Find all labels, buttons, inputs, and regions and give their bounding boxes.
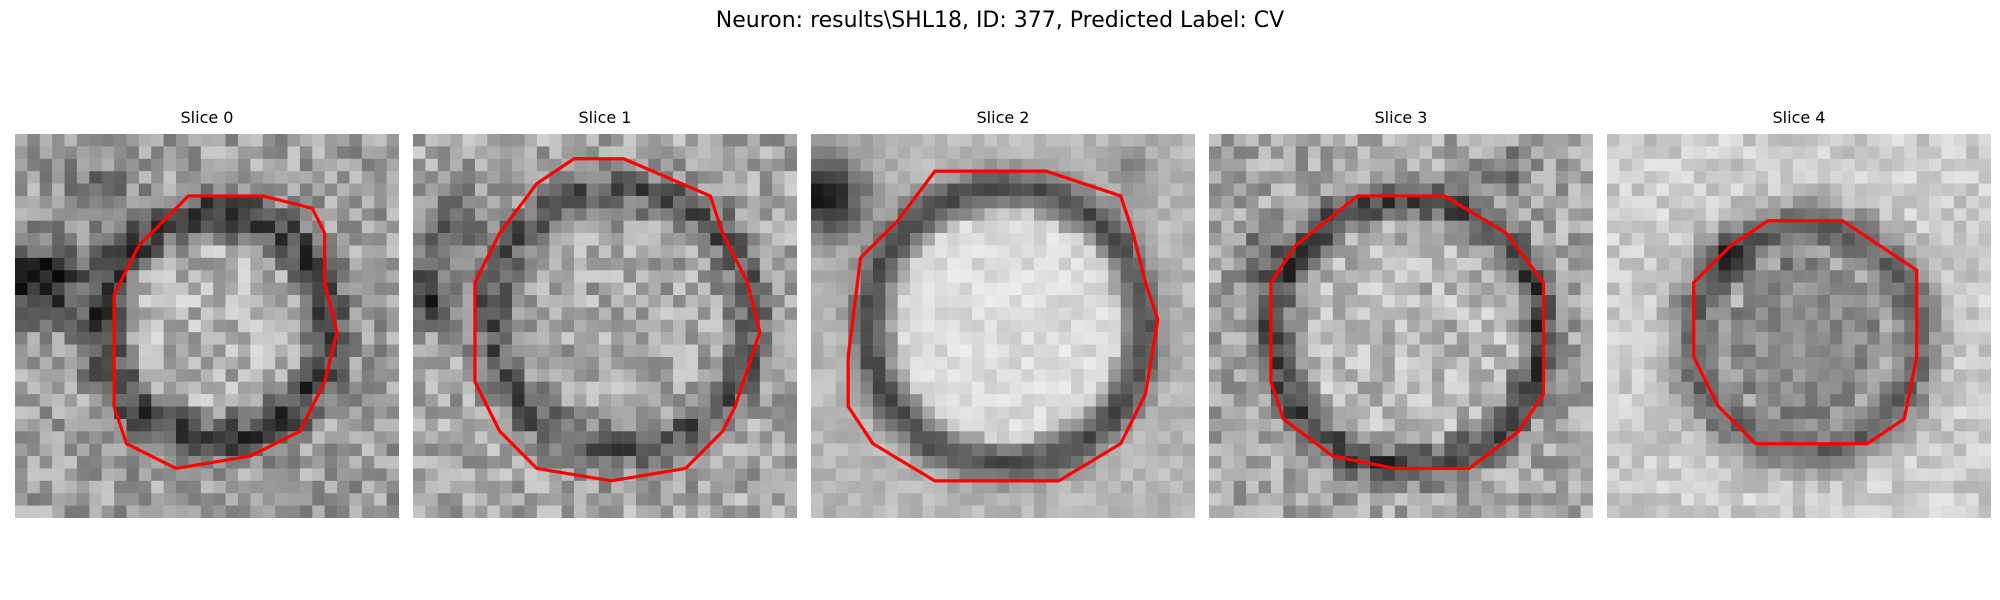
slice-0-neuron-outline <box>112 194 339 471</box>
figure-title: Neuron: results\SHL18, ID: 377, Predicte… <box>715 8 1285 33</box>
slice-2-title: Slice 2 <box>976 108 1030 127</box>
slice-2-image <box>811 134 1195 518</box>
slice-0-image <box>15 134 399 518</box>
slice-0-title: Slice 0 <box>180 108 234 127</box>
slice-3-image <box>1209 134 1593 518</box>
slice-3-pixels <box>1209 134 1593 518</box>
slice-0-pixels <box>15 134 399 518</box>
slice-3-neuron-outline <box>1269 194 1546 471</box>
slice-2-neuron-outline <box>846 169 1160 483</box>
slice-4-pixels <box>1607 134 1991 518</box>
slice-4-neuron-outline <box>1692 219 1919 446</box>
slice-3-title: Slice 3 <box>1374 108 1428 127</box>
slice-2-pixels <box>811 134 1195 518</box>
slice-4-title: Slice 4 <box>1772 108 1826 127</box>
slice-1-pixels <box>413 134 797 518</box>
slice-1-title: Slice 1 <box>578 108 632 127</box>
slice-4-image <box>1607 134 1991 518</box>
slice-1-neuron-outline <box>473 157 762 483</box>
slice-1-image <box>413 134 797 518</box>
